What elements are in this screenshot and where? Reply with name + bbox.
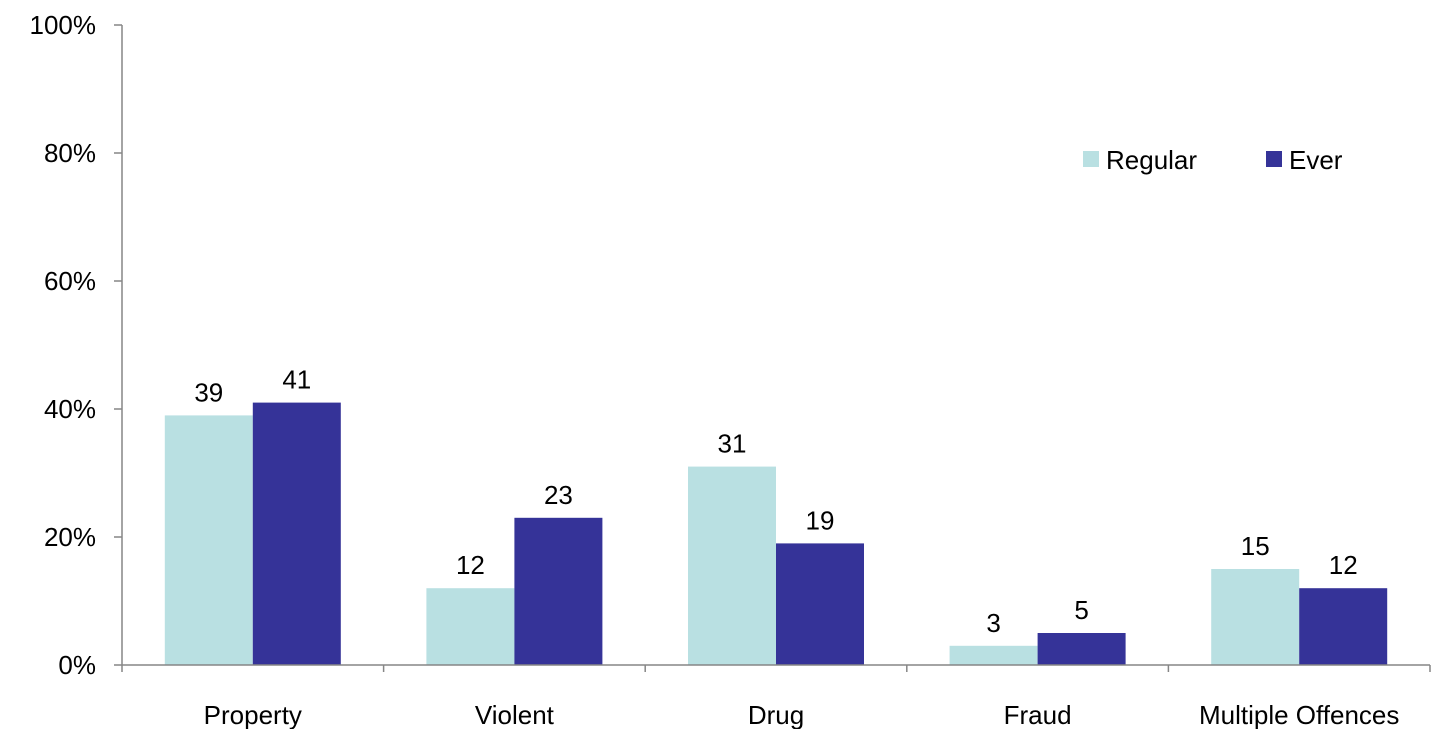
legend-label-regular: Regular xyxy=(1106,145,1197,175)
data-label: 15 xyxy=(1241,531,1270,561)
data-label: 41 xyxy=(282,365,311,395)
y-axis: 0% 20% 40% 60% 80% 100% xyxy=(30,10,123,680)
data-label: 5 xyxy=(1074,595,1088,625)
legend-swatch-regular xyxy=(1083,151,1099,167)
y-tick-label: 100% xyxy=(30,10,97,40)
bar-regular-multiple-offences xyxy=(1211,569,1300,665)
legend-swatch-ever xyxy=(1266,151,1282,167)
plot-area: 39 41 12 23 31 19 3 5 15 12 xyxy=(164,365,1388,665)
x-category-label: Violent xyxy=(475,700,555,729)
data-label: 12 xyxy=(456,550,485,580)
bar-regular-violent xyxy=(426,588,515,665)
data-label: 39 xyxy=(194,377,223,407)
x-axis: Property Violent Drug Fraud Multiple Offence… xyxy=(121,664,1431,729)
data-label: 19 xyxy=(806,505,835,535)
data-label: 3 xyxy=(986,608,1000,638)
y-tick-label: 80% xyxy=(44,138,96,168)
bar-regular-property xyxy=(164,415,253,665)
x-category-label: Drug xyxy=(748,700,804,729)
bar-regular-fraud xyxy=(949,645,1038,665)
data-label: 31 xyxy=(718,429,747,459)
x-category-label: Property xyxy=(204,700,302,729)
x-category-label: Multiple Offences xyxy=(1199,700,1399,729)
y-tick-label: 40% xyxy=(44,394,96,424)
bar-regular-drug xyxy=(688,466,776,665)
y-tick-label: 60% xyxy=(44,266,96,296)
bar-ever-violent xyxy=(514,517,603,665)
bar-ever-property xyxy=(252,402,341,665)
legend: Regular Ever xyxy=(1083,145,1343,175)
bar-ever-multiple-offences xyxy=(1299,588,1388,665)
y-tick-label: 0% xyxy=(58,650,96,680)
data-label: 23 xyxy=(544,480,573,510)
x-category-label: Fraud xyxy=(1004,700,1072,729)
legend-label-ever: Ever xyxy=(1289,145,1343,175)
y-tick-label: 20% xyxy=(44,522,96,552)
bar-ever-fraud xyxy=(1037,633,1126,665)
bar-ever-drug xyxy=(776,543,864,665)
data-label: 12 xyxy=(1329,550,1358,580)
